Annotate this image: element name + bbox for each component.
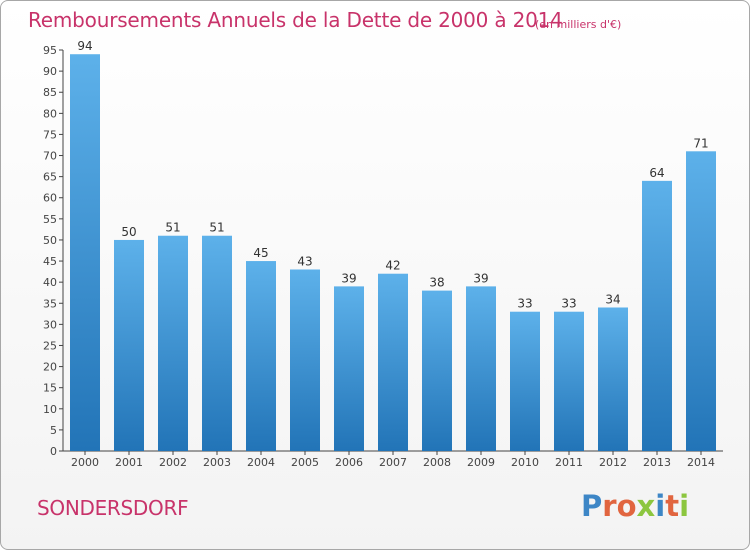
logo-letter: P [581,489,603,523]
y-tick-label: 65 [43,171,57,184]
logo-letter: t [665,489,680,523]
bar [334,286,364,451]
y-tick-label: 5 [50,424,57,437]
x-tick-label: 2000 [71,456,99,469]
commune-name: SONDERSDORF [37,496,189,520]
x-tick-label: 2012 [599,456,627,469]
value-label: 94 [77,39,92,53]
y-tick-label: 40 [43,276,57,289]
y-tick-label: 55 [43,213,57,226]
x-tick-label: 2008 [423,456,451,469]
y-tick-label: 80 [43,107,57,120]
bar [466,286,496,451]
y-tick-label: 75 [43,128,57,141]
y-tick-label: 70 [43,150,57,163]
bar [290,269,320,451]
y-tick-label: 35 [43,297,57,310]
value-label: 71 [693,136,708,150]
y-tick-label: 45 [43,255,57,268]
value-label: 34 [605,292,620,306]
x-tick-label: 2004 [247,456,275,469]
value-label: 38 [429,276,444,290]
y-tick-label: 85 [43,86,57,99]
value-label: 33 [517,297,532,311]
y-tick-label: 15 [43,382,57,395]
value-label: 45 [253,246,268,260]
y-tick-label: 20 [43,361,57,374]
logo-letter: i [655,489,666,523]
value-label: 39 [473,271,488,285]
bar [378,273,408,451]
y-tick-label: 25 [43,339,57,352]
y-tick-label: 90 [43,65,57,78]
value-label: 51 [209,221,224,235]
value-label: 64 [649,166,664,180]
logo-letter: i [679,489,690,523]
bar [70,54,100,451]
proxiti-logo[interactable]: Proxiti [581,489,689,523]
value-label: 39 [341,271,356,285]
x-tick-label: 2009 [467,456,495,469]
x-tick-label: 2001 [115,456,143,469]
x-tick-label: 2007 [379,456,407,469]
value-label: 43 [297,254,312,268]
y-tick-label: 0 [50,445,57,458]
value-label: 51 [165,221,180,235]
x-tick-label: 2010 [511,456,539,469]
unit-label: (en milliers d'€) [535,18,622,31]
bar [422,290,452,451]
y-tick-label: 50 [43,234,57,247]
bar [510,311,540,451]
x-tick-label: 2003 [203,456,231,469]
logo-letter: r [602,489,617,523]
bar [202,235,232,451]
value-label: 42 [385,259,400,273]
x-tick-label: 2011 [555,456,583,469]
value-label: 33 [561,297,576,311]
bar [598,307,628,451]
y-tick-label: 60 [43,192,57,205]
bar [686,151,716,451]
y-tick-label: 10 [43,403,57,416]
bar [158,235,188,451]
y-tick-label: 30 [43,318,57,331]
x-tick-label: 2014 [687,456,715,469]
x-tick-label: 2013 [643,456,671,469]
logo-letter: x [636,489,656,523]
bars-group: 94 50 51 51 45 43 39 42 38 39 33 33 34 64 71 [70,39,716,451]
bar [114,239,144,451]
bar [642,180,672,451]
x-tick-label: 2005 [291,456,319,469]
axes: 0 5 10 15 20 25 30 35 40 45 50 55 60 65 70 75 80 85 90 95 20… [43,44,723,469]
logo-letter: o [616,489,637,523]
bar [246,261,276,451]
x-tick-label: 2006 [335,456,363,469]
x-tick-label: 2002 [159,456,187,469]
bar [554,311,584,451]
y-tick-label: 95 [43,44,57,57]
value-label: 50 [121,225,136,239]
chart-title: Remboursements Annuels de la Dette de 20… [28,8,563,32]
